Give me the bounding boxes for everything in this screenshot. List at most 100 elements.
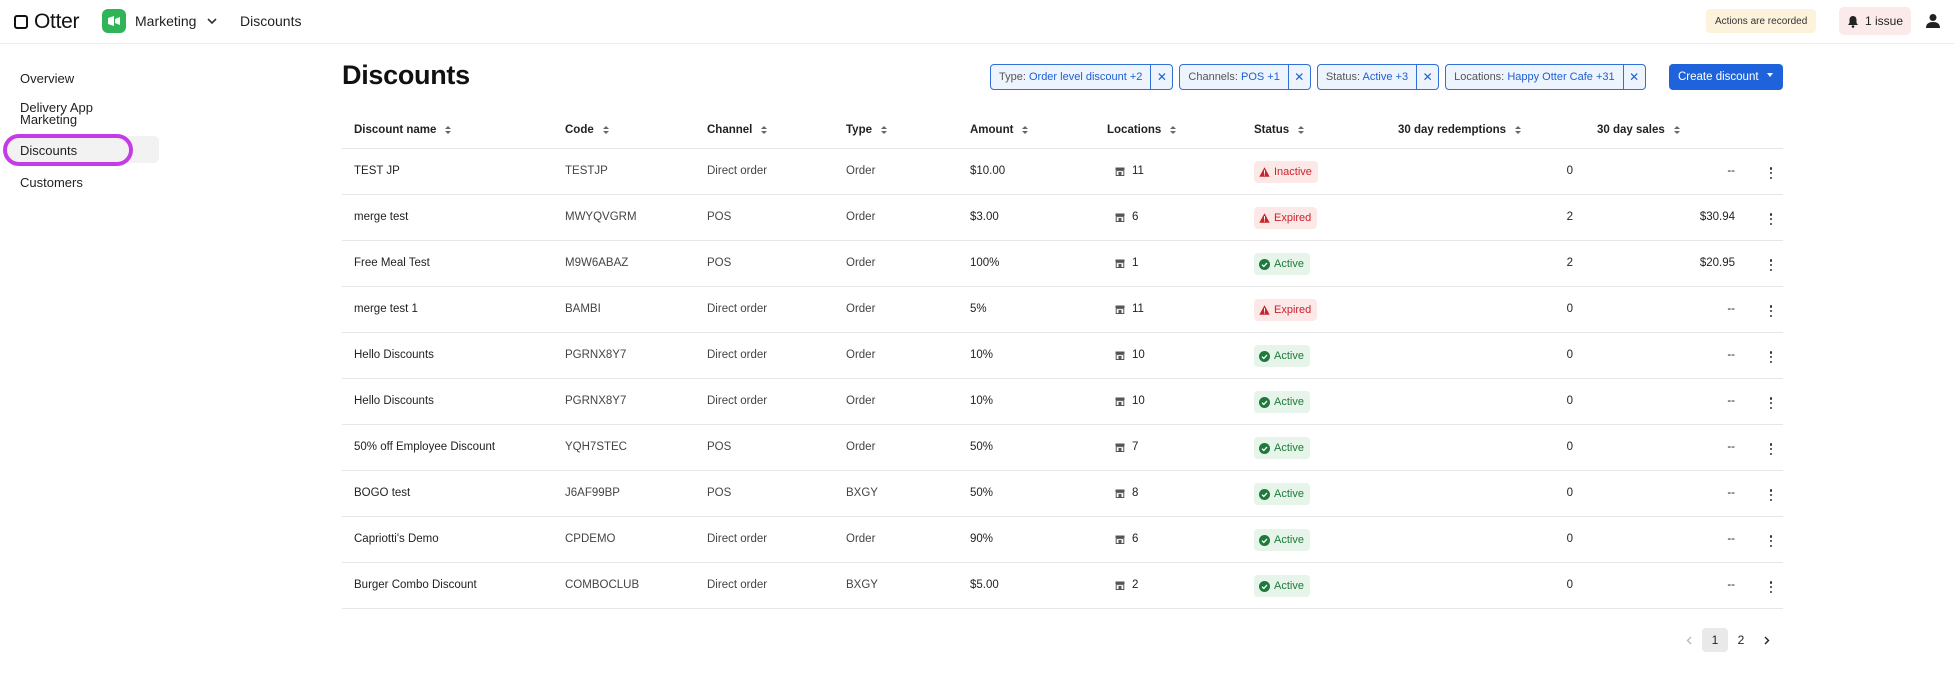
check-circle-icon [1259,396,1270,408]
column-header-channel[interactable]: Channel [707,124,768,136]
column-header-amount[interactable]: Amount [970,124,1029,136]
page-button-2[interactable]: 2 [1737,633,1745,647]
table-row[interactable]: merge test MWYQVGRM POS Order $3.00 6 Expired 2… [342,195,1783,241]
locations-cell: 6 [1115,533,1138,545]
sales-cell: -- [1727,441,1735,453]
status-label: Active [1274,534,1304,546]
column-header-status[interactable]: Status [1254,124,1305,136]
column-header-redemptions[interactable]: 30 day redemptions [1398,124,1522,136]
discount-name-cell: TEST JP [354,165,400,177]
discount-name-cell: Free Meal Test [354,257,430,269]
chip-key: Status: [1325,71,1361,83]
redemptions-cell: 0 [1566,165,1573,177]
table-row[interactable]: Hello Discounts PGRNX8Y7 Direct order Order… [342,333,1783,379]
store-icon [1115,535,1125,544]
redemptions-cell: 0 [1566,441,1573,453]
brand[interactable]: Otter [14,10,79,34]
locations-cell: 2 [1115,579,1138,591]
column-header-type[interactable]: Type [846,124,887,136]
filter-chip-locations[interactable]: Locations: Happy Otter Cafe +31 ✕ [1445,64,1646,90]
table-row[interactable]: TEST JP TESTJP Direct order Order $10.00 11 In… [342,149,1783,195]
close-icon[interactable]: ✕ [1622,65,1645,89]
locations-cell: 10 [1115,395,1145,407]
amount-cell: $10.00 [970,165,1006,177]
type-cell: Order [846,257,876,269]
more-options-icon[interactable] [1768,397,1774,409]
more-options-icon[interactable] [1768,535,1774,547]
user-icon[interactable] [1924,12,1942,30]
column-header-sales[interactable]: 30 day sales [1597,124,1680,136]
table-row[interactable]: Hello Discounts PGRNX8Y7 Direct order Order… [342,379,1783,425]
caret-down-icon[interactable] [1767,73,1773,77]
page-button-1[interactable]: 1 [1702,628,1728,652]
issues-button[interactable]: 1 issue [1839,7,1911,35]
table-row[interactable]: BOGO test J6AF99BP POS BXGY 50% 8 Active 0 -- [342,471,1783,517]
status-badge: Expired [1254,299,1318,321]
warning-icon [1259,305,1270,315]
channel-cell: Direct order [707,303,768,315]
more-options-icon[interactable] [1768,167,1774,179]
warning-icon [1259,213,1270,223]
locations-cell: 10 [1115,349,1145,361]
marketing-app-icon [102,9,126,33]
close-icon[interactable]: ✕ [1416,65,1438,89]
filter-chip-type[interactable]: Type: Order level discount +2 ✕ [990,64,1174,90]
next-page-button[interactable] [1754,628,1780,652]
table-row[interactable]: 50% off Employee Discount YQH7STEC POS Orde… [342,425,1783,471]
table-row[interactable]: Capriotti's Demo CPDEMO Direct order Order 9… [342,517,1783,563]
chip-value: Order level discount +2 [1028,71,1143,83]
create-discount-label: Create discount [1678,71,1759,83]
locations-cell: 7 [1115,441,1138,453]
code-cell: BAMBI [565,303,601,315]
close-icon[interactable]: ✕ [1150,65,1172,89]
column-header-locations[interactable]: Locations [1107,124,1177,136]
sidebar-item-overview[interactable]: Overview [20,71,75,86]
more-options-icon[interactable] [1768,489,1774,501]
column-label: 30 day redemptions [1398,124,1507,136]
sales-cell: -- [1727,165,1735,177]
table-row[interactable]: Free Meal Test M9W6ABAZ POS Order 100% 1 Activ… [342,241,1783,287]
filter-chips: Type: Order level discount +2 ✕ Channels… [990,64,1646,90]
filter-chip-channels[interactable]: Channels: POS +1 ✕ [1179,64,1311,90]
more-options-icon[interactable] [1768,443,1774,455]
table-header: Discount name Code Channel Type Amount L… [342,112,1783,149]
filter-chip-status[interactable]: Status: Active +3 ✕ [1316,64,1440,90]
more-options-icon[interactable] [1768,259,1774,271]
pagination: 1 2 [1676,628,1780,652]
more-options-icon[interactable] [1768,305,1774,317]
type-cell: Order [846,165,876,177]
amount-cell: 100% [970,257,1000,269]
sidebar-item-customers[interactable]: Customers [20,175,83,190]
locations-count: 10 [1132,349,1145,361]
column-label: Amount [970,124,1014,136]
table-row[interactable]: Burger Combo Discount COMBOCLUB Direct ord… [342,563,1783,609]
channel-cell: POS [707,211,732,223]
more-options-icon[interactable] [1768,581,1774,593]
amount-cell: 5% [970,303,987,315]
more-options-icon[interactable] [1768,351,1774,363]
close-icon[interactable]: ✕ [1287,65,1310,89]
type-cell: Order [846,349,876,361]
sidebar-item-delivery-app-marketing[interactable]: Delivery App Marketing [20,100,93,127]
status-label: Active [1274,258,1304,270]
amount-cell: $5.00 [970,579,999,591]
more-options-icon[interactable] [1768,213,1774,225]
sidebar-active-background [6,136,159,163]
app-switcher[interactable]: Marketing [102,9,218,33]
prev-page-button[interactable] [1676,628,1702,652]
locations-count: 1 [1132,257,1139,269]
locations-count: 2 [1132,579,1139,591]
check-circle-icon [1259,258,1270,270]
breadcrumb: Discounts [240,13,302,29]
create-discount-button[interactable]: Create discount [1669,64,1783,90]
type-cell: Order [846,303,876,315]
column-label: Status [1254,124,1290,136]
sidebar-item-discounts[interactable]: Discounts [20,143,78,158]
column-label: Discount name [354,124,437,136]
channel-cell: Direct order [707,395,768,407]
table-row[interactable]: merge test 1 BAMBI Direct order Order 5% 11 Ex… [342,287,1783,333]
column-header-code[interactable]: Code [565,124,609,136]
store-icon [1115,167,1125,176]
store-icon [1115,259,1125,268]
column-header-discount-name[interactable]: Discount name [354,124,452,136]
